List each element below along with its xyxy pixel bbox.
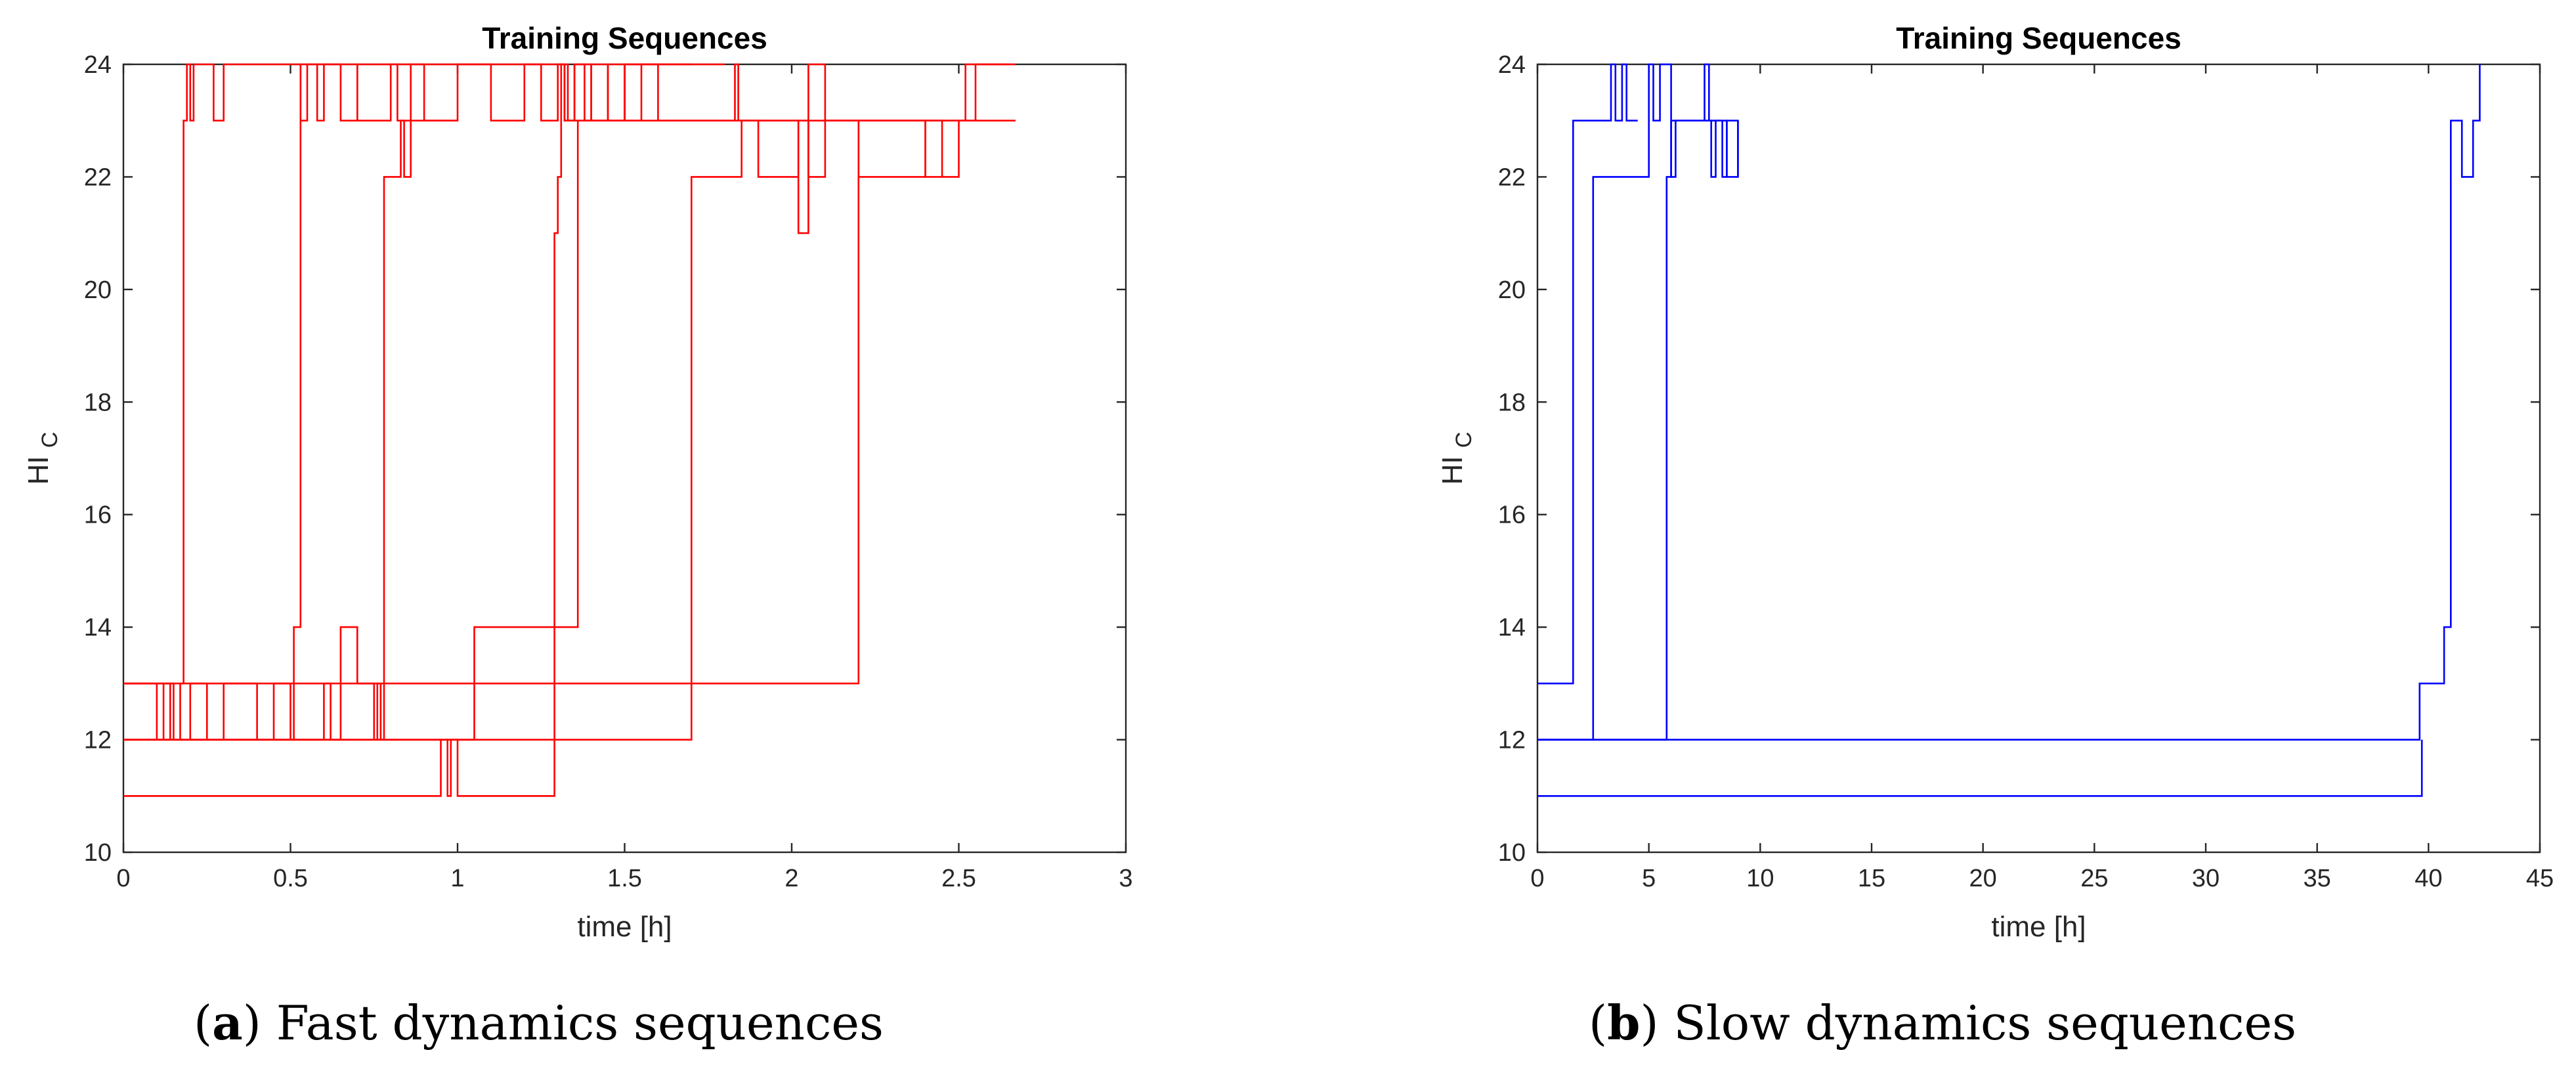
x-tick-label-fast: 1.5 — [607, 865, 642, 892]
series-line-slow-4 — [1537, 64, 2481, 741]
y-tick-label-slow: 16 — [1498, 502, 1526, 529]
y-tick-label-fast: 16 — [84, 502, 112, 529]
x-axis-label-slow: time [h] — [1991, 911, 2086, 943]
series-line-slow-3 — [1537, 63, 1739, 741]
y-axis-label-slow: HI C — [1436, 432, 1476, 485]
caption-letter-fast: a — [212, 995, 243, 1051]
x-tick-label-fast: 2 — [784, 865, 798, 892]
x-tick-label-slow: 10 — [1746, 865, 1774, 892]
axes-box-slow — [1536, 63, 2541, 854]
series-line-slow-5 — [1537, 739, 2423, 797]
y-tick-label-fast: 14 — [84, 614, 112, 641]
y-axis-label-fast: HI C — [22, 432, 62, 485]
x-tick-label-slow: 30 — [2192, 865, 2220, 892]
y-tick-label-slow: 10 — [1498, 839, 1526, 867]
y-axis-label-sub-fast: C — [37, 432, 62, 448]
chart-title-slow: Training Sequences — [1896, 21, 2181, 55]
y-tick-label-fast: 20 — [84, 276, 112, 304]
x-tick-label-slow: 40 — [2415, 865, 2442, 892]
y-tick-label-slow: 24 — [1498, 51, 1526, 79]
x-tick-label-fast: 1 — [450, 865, 464, 892]
y-tick-label-slow: 20 — [1498, 276, 1526, 304]
y-tick-label-slow: 14 — [1498, 614, 1526, 641]
x-tick-label-fast: 2.5 — [941, 865, 976, 892]
x-axis-label-fast: time [h] — [577, 911, 672, 943]
x-tick-label-slow: 35 — [2304, 865, 2331, 892]
series-line-slow-1 — [1537, 63, 1638, 685]
x-tick-label-slow: 0 — [1530, 865, 1544, 892]
series-group-fast — [123, 63, 1016, 797]
caption-fast: (a) Fast dynamics sequences — [194, 995, 884, 1051]
chart-title-fast: Training Sequences — [482, 21, 767, 55]
y-tick-label-fast: 10 — [84, 839, 112, 867]
y-axis-label-main-fast: HI — [22, 456, 54, 485]
series-group-slow — [1537, 63, 2481, 797]
series-line-fast-7 — [123, 63, 1009, 685]
y-tick-label-slow: 12 — [1498, 727, 1526, 754]
x-tick-label-slow: 45 — [2526, 865, 2554, 892]
series-line-fast-4 — [123, 63, 725, 797]
y-tick-label-fast: 24 — [84, 51, 112, 79]
y-tick-label-slow: 22 — [1498, 163, 1526, 191]
x-tick-label-slow: 5 — [1642, 865, 1656, 892]
x-tick-label-fast: 0 — [116, 865, 130, 892]
axes-slow: 0 5 10 15 20 25 30 35 40 45 10 12 14 16 18 20 22 24 — [1498, 51, 2554, 892]
x-tick-label-fast: 0.5 — [273, 865, 308, 892]
chart-slow-dynamics: 0 5 10 15 20 25 30 35 40 45 10 12 14 16 18 20 22 24 Train… — [1436, 21, 2554, 943]
y-axis-label-sub-slow: C — [1451, 432, 1476, 448]
axes-fast: 0 0.5 1 1.5 2 2.5 3 10 12 14 16 18 20 22 24 — [84, 51, 1133, 892]
caption-letter-slow: b — [1607, 995, 1641, 1051]
y-tick-label-slow: 18 — [1498, 389, 1526, 416]
caption-text-slow: Slow dynamics sequences — [1673, 995, 2297, 1051]
y-tick-label-fast: 12 — [84, 727, 112, 754]
chart-fast-dynamics: 0 0.5 1 1.5 2 2.5 3 10 12 14 16 18 20 22 24 Training S… — [22, 21, 1133, 943]
x-tick-label-slow: 20 — [1969, 865, 1997, 892]
caption-text-fast: Fast dynamics sequences — [276, 995, 884, 1051]
x-tick-label-slow: 15 — [1858, 865, 1885, 892]
y-tick-label-fast: 22 — [84, 163, 112, 191]
plot-area-slow — [1537, 64, 2540, 852]
y-axis-label-main-slow: HI — [1436, 456, 1469, 485]
y-tick-label-fast: 18 — [84, 389, 112, 416]
x-tick-label-fast: 3 — [1119, 865, 1132, 892]
x-tick-label-slow: 25 — [2080, 865, 2108, 892]
caption-slow: (b) Slow dynamics sequences — [1589, 995, 2297, 1051]
